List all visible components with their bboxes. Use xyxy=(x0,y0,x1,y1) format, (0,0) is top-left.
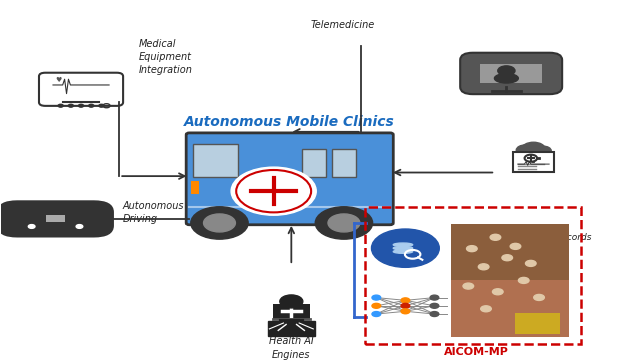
Circle shape xyxy=(76,225,83,228)
Circle shape xyxy=(478,264,489,270)
Circle shape xyxy=(463,283,474,289)
Circle shape xyxy=(525,260,536,266)
Circle shape xyxy=(72,222,87,231)
Circle shape xyxy=(522,142,545,155)
Circle shape xyxy=(372,295,381,300)
Bar xyxy=(332,149,356,177)
Circle shape xyxy=(372,312,381,316)
Bar xyxy=(302,149,326,177)
Circle shape xyxy=(89,104,94,107)
Bar xyxy=(191,182,200,194)
Circle shape xyxy=(502,255,513,261)
Ellipse shape xyxy=(394,250,413,253)
Circle shape xyxy=(498,66,515,76)
Bar xyxy=(273,304,310,318)
Circle shape xyxy=(236,170,311,212)
Text: Electronic Health Records: Electronic Health Records xyxy=(476,233,592,242)
Text: Medical
Equipment
Integration: Medical Equipment Integration xyxy=(138,39,192,75)
Bar xyxy=(480,64,542,83)
Text: Autonomous
Driving: Autonomous Driving xyxy=(122,201,184,224)
Circle shape xyxy=(79,104,84,107)
Circle shape xyxy=(371,229,439,267)
Circle shape xyxy=(25,213,29,215)
Circle shape xyxy=(490,234,500,240)
Bar xyxy=(513,152,554,173)
Bar xyxy=(451,223,568,337)
Circle shape xyxy=(401,303,410,308)
Ellipse shape xyxy=(394,243,413,246)
Circle shape xyxy=(401,309,410,314)
Bar xyxy=(46,215,65,222)
FancyBboxPatch shape xyxy=(0,201,113,237)
Circle shape xyxy=(516,145,535,155)
Circle shape xyxy=(401,298,410,303)
Text: Telemedicine: Telemedicine xyxy=(310,20,374,30)
Circle shape xyxy=(280,295,303,308)
Bar xyxy=(451,223,568,280)
FancyBboxPatch shape xyxy=(460,53,562,94)
Circle shape xyxy=(99,104,104,107)
Circle shape xyxy=(328,214,360,232)
Ellipse shape xyxy=(495,74,518,83)
Circle shape xyxy=(204,214,236,232)
Bar xyxy=(193,143,237,177)
FancyBboxPatch shape xyxy=(39,73,123,106)
Ellipse shape xyxy=(394,246,413,250)
Circle shape xyxy=(518,277,529,284)
Bar xyxy=(365,207,581,344)
Polygon shape xyxy=(268,321,315,336)
Circle shape xyxy=(534,146,551,155)
Text: ♥: ♥ xyxy=(55,77,61,83)
Text: AICOM-MP: AICOM-MP xyxy=(444,347,509,357)
Circle shape xyxy=(467,246,477,252)
Circle shape xyxy=(430,303,439,308)
Circle shape xyxy=(24,222,39,231)
Circle shape xyxy=(430,295,439,300)
Circle shape xyxy=(534,294,545,300)
Circle shape xyxy=(481,306,492,312)
Circle shape xyxy=(430,312,439,316)
Circle shape xyxy=(525,155,537,162)
Text: Autonomous Mobile Clinics: Autonomous Mobile Clinics xyxy=(184,115,395,129)
Circle shape xyxy=(28,225,35,228)
Circle shape xyxy=(58,104,63,107)
Bar xyxy=(515,313,560,334)
Circle shape xyxy=(68,104,74,107)
Circle shape xyxy=(510,244,521,249)
Circle shape xyxy=(372,303,381,308)
Circle shape xyxy=(316,207,372,239)
FancyBboxPatch shape xyxy=(186,133,394,225)
Circle shape xyxy=(231,167,316,215)
Circle shape xyxy=(191,207,248,239)
Text: Health AI
Engines: Health AI Engines xyxy=(269,336,314,360)
Circle shape xyxy=(493,289,503,295)
